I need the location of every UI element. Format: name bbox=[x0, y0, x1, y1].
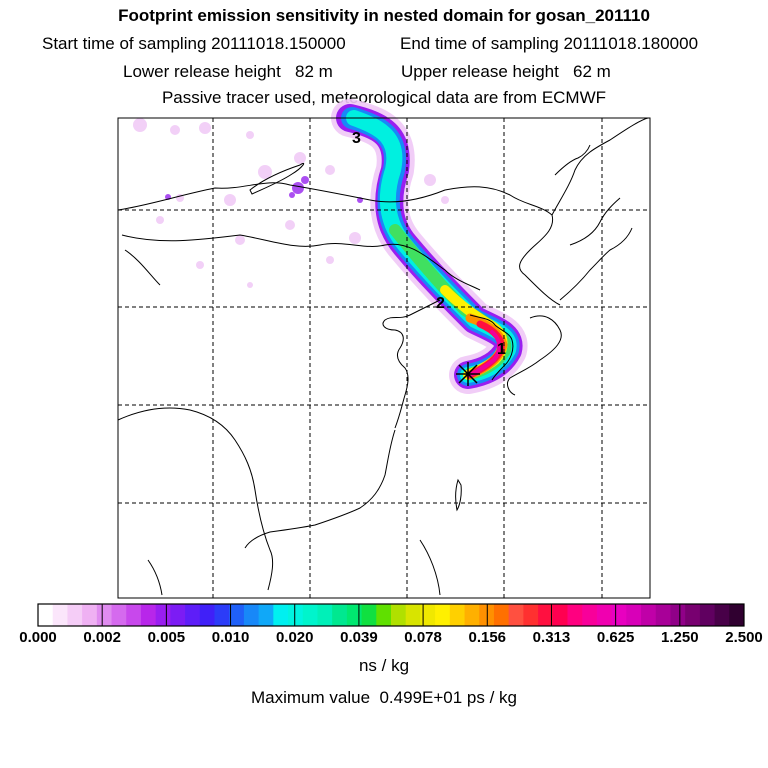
colorbar-cell bbox=[111, 604, 127, 626]
colorbar-cell bbox=[243, 604, 260, 626]
colorbar-cell bbox=[655, 604, 671, 626]
colorbar-cell bbox=[273, 604, 289, 626]
colorbar-cell bbox=[361, 604, 377, 626]
colorbar-cell bbox=[508, 604, 524, 626]
colorbar-cell bbox=[449, 604, 466, 626]
start-time-label: Start time of sampling 20111018.150000 bbox=[42, 34, 346, 53]
colorbar bbox=[38, 604, 745, 626]
colorbar-cell bbox=[699, 604, 716, 626]
colorbar-cell bbox=[52, 604, 68, 626]
colorbar-cell bbox=[229, 604, 245, 626]
colorbar-cell bbox=[714, 604, 730, 626]
plot-title: Footprint emission sensitivity in nested… bbox=[118, 6, 650, 25]
colorbar-cell bbox=[288, 604, 304, 626]
colorbar-tick-label: 2.500 bbox=[725, 629, 763, 646]
receptor-star-icon bbox=[456, 362, 480, 386]
tracer-note: Passive tracer used, meteorological data… bbox=[161, 88, 607, 107]
colorbar-cell bbox=[523, 604, 539, 626]
colorbar-cell bbox=[567, 604, 583, 626]
day-marker-3: 3 bbox=[352, 130, 361, 147]
colorbar-cell bbox=[391, 604, 407, 626]
day-marker-1: 1 bbox=[497, 341, 506, 358]
colorbar-units: ns / kg bbox=[358, 656, 410, 675]
colorbar-cell bbox=[538, 604, 554, 626]
colorbar-cell bbox=[376, 604, 392, 626]
colorbar-cell bbox=[155, 604, 171, 626]
colorbar-cell bbox=[82, 604, 98, 626]
colorbar-cell bbox=[420, 604, 436, 626]
colorbar-cell bbox=[435, 604, 451, 626]
background-sensitivity-speckles bbox=[133, 118, 449, 288]
colorbar-cell bbox=[67, 604, 83, 626]
colorbar-cell bbox=[670, 604, 686, 626]
day-marker-2: 2 bbox=[436, 295, 445, 312]
colorbar-cell bbox=[582, 604, 598, 626]
colorbar-cell bbox=[140, 604, 157, 626]
colorbar-tick-label: 0.625 bbox=[596, 629, 635, 646]
lower-release-label: Lower release height 82 m bbox=[123, 62, 333, 81]
colorbar-cell bbox=[596, 604, 613, 626]
colorbar-tick-label: 0.000 bbox=[19, 629, 57, 646]
colorbar-cell bbox=[302, 604, 318, 626]
colorbar-tick-label: 0.020 bbox=[275, 629, 314, 646]
colorbar-tick-label: 0.039 bbox=[340, 629, 378, 646]
colorbar-tick-label: 0.002 bbox=[83, 629, 121, 646]
colorbar-tick-label: 1.250 bbox=[661, 629, 699, 646]
colorbar-tick-label: 0.156 bbox=[468, 629, 507, 646]
colorbar-cell bbox=[626, 604, 642, 626]
colorbar-cell bbox=[332, 604, 348, 626]
colorbar-cell bbox=[729, 604, 745, 626]
plume-magenta bbox=[468, 330, 501, 377]
colorbar-cell bbox=[493, 604, 510, 626]
colorbar-cell bbox=[170, 604, 186, 626]
colorbar-cell bbox=[96, 604, 113, 626]
colorbar-cell bbox=[214, 604, 230, 626]
colorbar-cell bbox=[185, 604, 201, 626]
colorbar-tick-label: 0.010 bbox=[211, 629, 250, 646]
colorbar-cell bbox=[685, 604, 701, 626]
colorbar-cell bbox=[317, 604, 333, 626]
colorbar-cell bbox=[611, 604, 627, 626]
plume bbox=[331, 99, 528, 394]
colorbar-cell bbox=[346, 604, 363, 626]
colorbar-tick-label: 0.005 bbox=[147, 629, 186, 646]
graticule bbox=[118, 118, 650, 598]
colorbar-cell bbox=[405, 604, 421, 626]
colorbar-cell bbox=[38, 604, 54, 626]
upper-release-label: Upper release height 62 m bbox=[401, 62, 611, 81]
colorbar-tick-label: 0.313 bbox=[532, 629, 571, 646]
colorbar-tick-label: 0.078 bbox=[404, 629, 442, 646]
colorbar-cell bbox=[641, 604, 657, 626]
end-time-label: End time of sampling 20111018.180000 bbox=[400, 34, 699, 53]
colorbar-cell bbox=[199, 604, 215, 626]
colorbar-cell bbox=[126, 604, 142, 626]
maximum-value-label: Maximum value 0.499E+01 ps / kg bbox=[251, 688, 517, 707]
colorbar-cell bbox=[258, 604, 274, 626]
colorbar-cell bbox=[464, 604, 480, 626]
colorbar-cell bbox=[552, 604, 568, 626]
map-frame bbox=[117, 117, 651, 599]
colorbar-frame bbox=[37, 603, 745, 627]
